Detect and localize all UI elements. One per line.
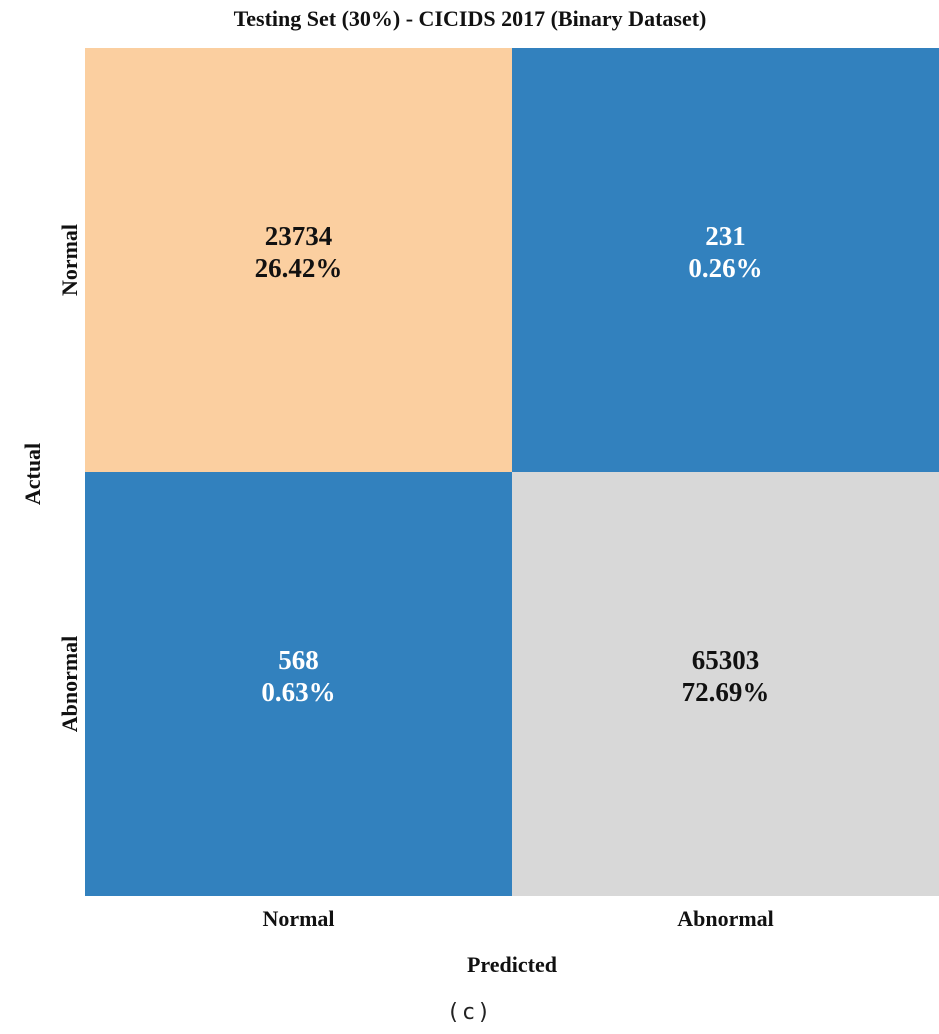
y-tick-normal: Normal (57, 224, 82, 296)
cell-normal-normal (85, 48, 512, 472)
cell-normal-normal-count: 23734 (265, 221, 333, 251)
chart-title: Testing Set (30%) - CICIDS 2017 (Binary … (234, 6, 707, 31)
x-tick-labels: Normal Abnormal (262, 906, 773, 931)
cell-abnormal-abnormal-count: 65303 (692, 645, 760, 675)
cell-normal-abnormal-count: 231 (705, 221, 746, 251)
y-tick-labels: Normal Abnormal (57, 224, 82, 732)
confusion-matrix-chart: Testing Set (30%) - CICIDS 2017 (Binary … (20, 6, 939, 977)
x-axis-label: Predicted (467, 952, 557, 977)
cell-normal-normal-percent: 26.42% (255, 253, 343, 283)
cell-normal-abnormal-percent: 0.26% (688, 253, 762, 283)
cell-abnormal-normal-count: 568 (278, 645, 319, 675)
cell-abnormal-normal-percent: 0.63% (261, 677, 335, 707)
y-axis-label: Actual (20, 443, 45, 505)
cell-abnormal-abnormal (512, 472, 939, 896)
cell-abnormal-normal (85, 472, 512, 896)
figure-caption: (c) (446, 1000, 493, 1025)
x-tick-normal: Normal (262, 906, 334, 931)
x-tick-abnormal: Abnormal (677, 906, 774, 931)
y-tick-abnormal: Abnormal (57, 636, 82, 733)
cell-abnormal-abnormal-percent: 72.69% (682, 677, 770, 707)
cell-normal-abnormal (512, 48, 939, 472)
